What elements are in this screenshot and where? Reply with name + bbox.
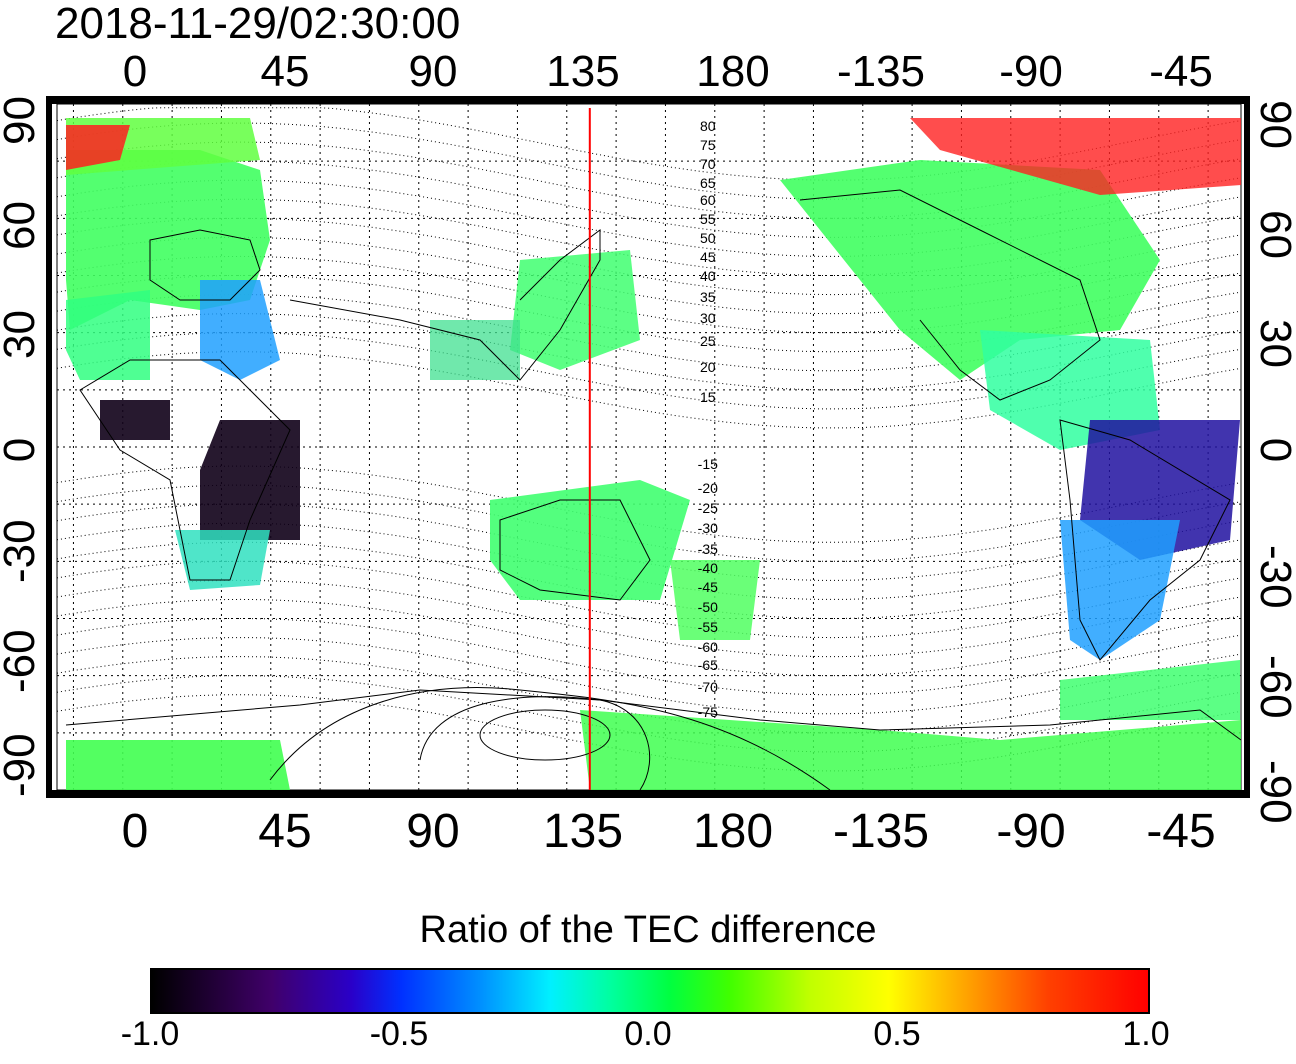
bottom-lon-tick-135: 135	[542, 805, 624, 858]
magnetic-latitude-label: -55	[698, 619, 718, 635]
coverage-north-africa	[66, 290, 150, 380]
map-timestamp: 2018-11-29/02:30:00	[55, 0, 461, 48]
coverage-east-asia	[510, 250, 640, 370]
magnetic-latitude-label: -30	[698, 520, 718, 536]
coastline-north-america	[799, 189, 1101, 401]
magnetic-latitude-label: -45	[698, 579, 718, 595]
magnetic-latitude-label: -25	[698, 500, 718, 516]
magnetic-latitude-label: -15	[698, 456, 718, 472]
magnetic-latitude-label: -60	[698, 639, 718, 655]
colorbar-tick-0-5: 0.5	[873, 1015, 921, 1053]
coastline-europe	[149, 229, 261, 301]
coverage-south-africa	[175, 530, 270, 590]
coastline-south-america	[1059, 419, 1231, 661]
frame-bottom-bar	[50, 790, 1246, 798]
coastline-asia	[289, 229, 601, 381]
magnetic-latitude-label: -65	[698, 657, 718, 673]
magnetic-latitude-label: 40	[700, 268, 716, 284]
top-lon-tick-135: 135	[546, 47, 620, 96]
frame-right-bar	[1244, 96, 1250, 798]
coastline-australia	[499, 499, 651, 601]
magnetic-latitude-label: 15	[700, 389, 716, 405]
top-lon-tick-180: 180	[696, 47, 770, 96]
magnetic-latitude-label: 50	[700, 230, 716, 246]
colorbar	[150, 968, 1150, 1014]
top-lon-tick-neg90: -90	[999, 47, 1063, 96]
coverage-antarctica-east	[580, 710, 1241, 790]
magnetic-latitude-label: 30	[700, 310, 716, 326]
colorbar-tick-neg0-5: -0.5	[369, 1015, 429, 1053]
coastline-africa	[79, 359, 291, 581]
bottom-lon-tick-180: 180	[692, 805, 774, 858]
coverage-new-zealand	[670, 560, 760, 640]
magnetic-latitude-label: -50	[698, 599, 718, 615]
bottom-lon-tick-neg45: -45	[1146, 805, 1216, 858]
coverage-arctic-red-east	[910, 118, 1241, 195]
magnetic-latitude-label: -40	[698, 560, 718, 576]
magnetic-latitude-label: 60	[700, 192, 716, 208]
bottom-lon-tick-0: 0	[121, 805, 149, 858]
coverage-south-america	[1060, 520, 1180, 660]
magnetic-latitude-label: -35	[698, 541, 718, 557]
magnetic-latitude-label: -75	[698, 704, 718, 720]
bottom-lon-tick-neg135: -135	[832, 805, 930, 858]
magnetic-latitude-label: 35	[700, 289, 716, 305]
colorbar-tick-0: 0.0	[624, 1015, 672, 1053]
coastline-antarctica	[65, 689, 1242, 741]
top-lon-tick-45: 45	[260, 47, 310, 96]
south-pole-contour-outer	[269, 687, 831, 791]
magnetic-latitude-label: 45	[700, 249, 716, 265]
magnetic-latitude-label: -70	[698, 679, 718, 695]
coverage-antarctica-west	[66, 740, 290, 790]
magnetic-latitude-label: 65	[700, 175, 716, 191]
frame-left-bar	[46, 96, 52, 798]
bottom-lon-tick-45: 45	[258, 805, 312, 858]
magnetic-latitude-label: -20	[698, 480, 718, 496]
tec-data-coverage	[66, 118, 1241, 790]
south-pole-contour-mid	[419, 696, 651, 791]
coverage-arctic-red-west	[66, 125, 130, 170]
magnetic-latitude-label: 80	[700, 118, 716, 134]
coverage-middle-east	[200, 280, 280, 380]
top-lon-tick-neg45: -45	[1149, 47, 1213, 96]
coverage-east-africa-dark	[200, 420, 300, 540]
south-pole-contour-inner	[479, 709, 611, 761]
colorbar-tick-neg1: -1.0	[120, 1015, 180, 1053]
coverage-southeast-asia	[430, 320, 520, 380]
coverage-west-africa-dark	[100, 400, 170, 440]
coastlines	[65, 189, 1242, 791]
top-lon-tick-0: 0	[122, 47, 148, 96]
bottom-lon-tick-90: 90	[406, 805, 460, 858]
coverage-north-america	[780, 160, 1160, 380]
coverage-antarctic-peninsula	[1060, 660, 1240, 720]
magnetic-latitude-label: 25	[700, 333, 716, 349]
bottom-lon-tick-neg90: -90	[996, 805, 1066, 858]
magnetic-latitude-label: 20	[700, 359, 716, 375]
top-lon-tick-neg135: -135	[836, 47, 926, 96]
colorbar-title: Ratio of the TEC difference	[419, 909, 877, 951]
magnetic-latitude-label: 70	[700, 156, 716, 172]
colorbar-tick-1: 1.0	[1122, 1015, 1170, 1053]
magnetic-latitude-label: 55	[700, 211, 716, 227]
top-lon-tick-90: 90	[408, 47, 458, 96]
magnetic-latitude-label: 75	[700, 137, 716, 153]
frame-top-bar	[50, 96, 1246, 104]
